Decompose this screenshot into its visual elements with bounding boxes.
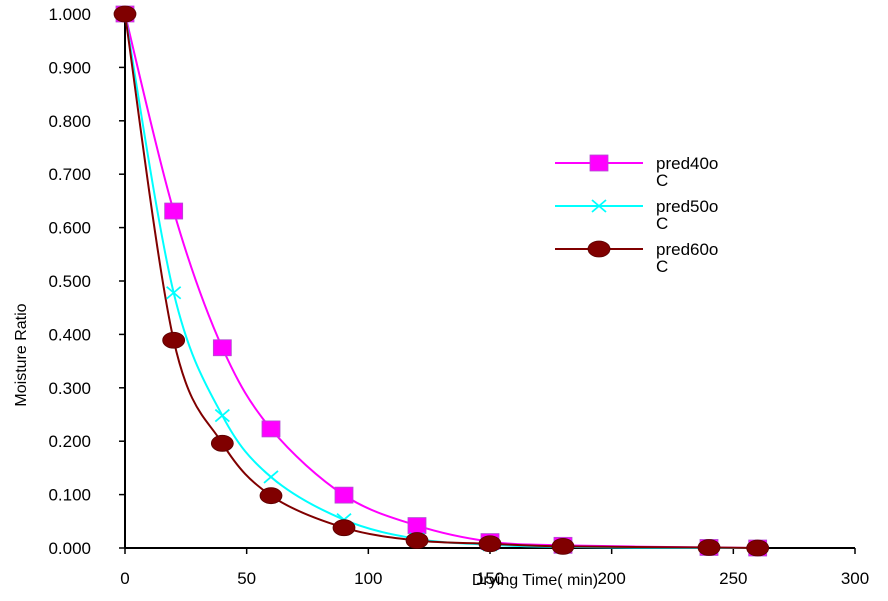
y-tick-label: 0.200	[48, 432, 91, 451]
y-tick-label: 0.500	[48, 272, 91, 291]
y-tick-label: 0.700	[48, 165, 91, 184]
data-point	[113, 5, 137, 23]
data-point-stroke-b	[166, 286, 182, 300]
legend-label: pred50o	[656, 197, 718, 216]
y-tick-label: 0.100	[48, 486, 91, 505]
data-point	[164, 202, 184, 220]
series-markers-0	[115, 5, 768, 557]
y-tick-label: 0.000	[48, 539, 91, 558]
data-point	[332, 519, 356, 537]
legend-swatch-marker	[591, 199, 607, 213]
data-point	[697, 539, 721, 556]
y-tick-label: 0.800	[48, 112, 91, 131]
legend-label: pred40o	[656, 154, 718, 173]
y-tick-label: 0.900	[48, 58, 91, 77]
x-tick-label: 0	[120, 569, 129, 588]
data-point	[210, 434, 234, 452]
data-point	[405, 532, 429, 549]
data-point	[214, 408, 230, 423]
legend-swatch-marker	[589, 154, 609, 172]
data-point	[162, 331, 186, 349]
y-tick-label: 0.400	[48, 325, 91, 344]
y-tick-label: 0.600	[48, 219, 91, 238]
series-markers-2	[113, 5, 770, 557]
x-tick-label: 50	[237, 569, 256, 588]
data-point	[746, 539, 770, 557]
legend-label: pred60o	[656, 240, 718, 259]
legend-swatch-marker	[587, 240, 611, 258]
y-tick-label: 0.300	[48, 379, 91, 398]
legend-label-line2: C	[656, 214, 668, 233]
data-point	[166, 286, 182, 300]
legend-label-line2: C	[656, 257, 668, 276]
x-tick-label: 100	[354, 569, 382, 588]
x-tick-label: 250	[719, 569, 747, 588]
data-point	[259, 487, 283, 505]
series-line	[124, 13, 758, 549]
series-line-group-1	[124, 13, 758, 550]
data-point	[478, 535, 502, 553]
data-point	[551, 537, 575, 555]
axes-layer: 0.000 0.100 0.200 0.300 0.400 0.500 0.600 0.700…	[48, 5, 869, 588]
series-layer	[113, 5, 770, 557]
series-line-group-0	[124, 13, 758, 549]
series-line	[124, 13, 758, 550]
data-point	[334, 486, 354, 504]
series-markers-1	[117, 7, 766, 555]
data-point	[212, 339, 232, 357]
series-line	[124, 13, 758, 549]
data-point	[263, 470, 279, 484]
data-point-stroke-b	[214, 408, 230, 423]
x-tick-label: 300	[841, 569, 869, 588]
data-point	[261, 420, 281, 438]
x-axis-title: Drying Time( min)	[472, 572, 598, 589]
legend-swatch-marker-stroke-b	[591, 199, 607, 213]
x-tick-label: 150	[476, 569, 504, 588]
y-axis-title: Moisture Ratio	[13, 303, 30, 406]
x-tick-label: 200	[597, 569, 625, 588]
data-point	[407, 517, 427, 534]
legend-label-line2: C	[656, 171, 668, 190]
y-tick-label: 1.000	[48, 5, 91, 24]
series-line-group-2	[124, 13, 758, 549]
data-point-stroke-b	[263, 470, 279, 484]
